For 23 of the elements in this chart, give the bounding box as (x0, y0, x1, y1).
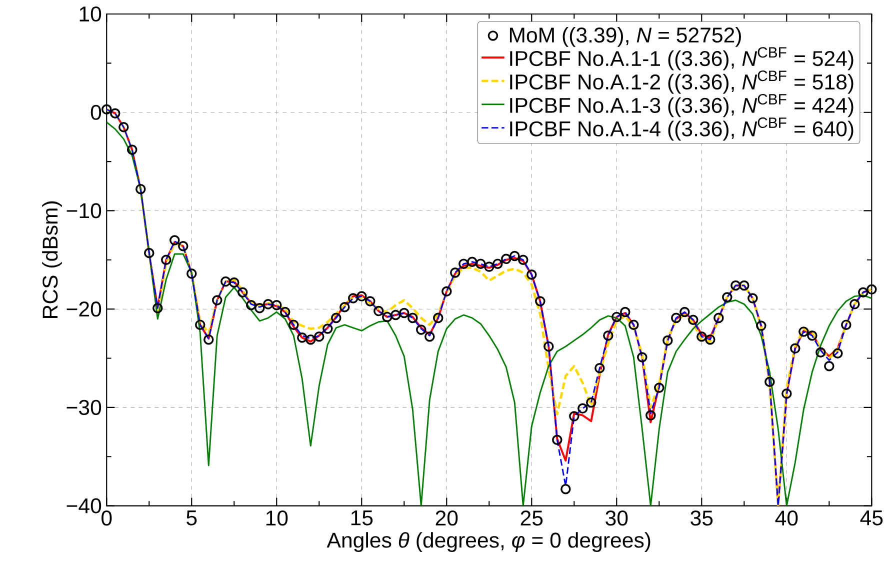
y-tick-label: 10 (80, 6, 102, 22)
x-tick-label: 5 (186, 510, 197, 526)
x-axis-title: Angles θ (degrees, φ = 0 degrees) (326, 532, 650, 552)
legend-label: IPCBF No.A.1-4 ((3.36), N$^{CBF}$ = 640) (510, 117, 854, 141)
x-tick-label: 10 (266, 510, 288, 526)
x-tick-label: 0 (102, 510, 112, 526)
x-tick-label: 35 (690, 510, 713, 526)
legend-label: IPCBF No.A.1-1 ((3.36), N$^{CBF}$ = 524) (510, 47, 854, 70)
y-tick-label: −10 (66, 203, 102, 218)
y-tick-label: 0 (90, 104, 102, 120)
y-tick-label: −30 (66, 400, 102, 415)
x-tick-label: 45 (860, 510, 883, 526)
x-tick-label: 20 (436, 510, 458, 526)
y-tick-label: −20 (66, 301, 102, 317)
legend-label: MoM ((3.39), N = 52752) (510, 26, 741, 47)
x-tick-label: 15 (351, 510, 373, 526)
y-axis-title: RCS (dBsm) (42, 201, 62, 318)
legend-label: IPCBF No.A.1-3 ((3.36), N$^{CBF}$ = 424) (510, 94, 854, 118)
y-tick-label: −40 (66, 498, 102, 514)
x-tick-label: 30 (606, 510, 628, 526)
x-tick-label: 25 (520, 510, 543, 526)
legend-label: IPCBF No.A.1-2 ((3.36), N$^{CBF}$ = 518) (510, 70, 854, 94)
x-tick-label: 40 (775, 510, 798, 526)
